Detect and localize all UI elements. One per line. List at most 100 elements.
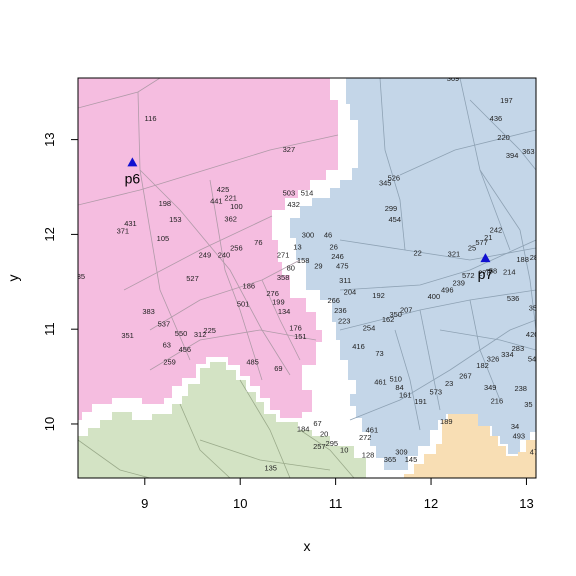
parcel-label: 197: [500, 96, 513, 105]
parcel-label: 276: [266, 289, 279, 298]
y-tick-label: 13: [42, 132, 57, 146]
parcel-label: 254: [363, 323, 376, 332]
parcel-label: 100: [230, 202, 243, 211]
parcel-label: 461: [374, 377, 387, 386]
parcel-label: 161: [399, 391, 412, 400]
parcel-label: 327: [283, 145, 296, 154]
points: p6 p7: [125, 157, 493, 282]
parcel-label: 493: [513, 431, 526, 440]
parcel-label: 236: [334, 306, 347, 315]
parcel-label: 299: [385, 204, 398, 213]
parcel-label: 537: [158, 319, 171, 328]
parcel-label: 191: [414, 397, 427, 406]
parcel-label: 239: [452, 279, 465, 288]
parcel-label: 34: [511, 422, 519, 431]
parcel-label: 135: [264, 464, 277, 473]
parcel-label: 312: [194, 330, 207, 339]
x-tick-label: 9: [141, 496, 148, 511]
parcel-label: 176: [289, 323, 302, 332]
parcel-label: 216: [491, 396, 504, 405]
parcel-label: 199: [272, 298, 285, 307]
parcel-label: 383: [142, 307, 155, 316]
parcel-label: 363: [522, 147, 535, 156]
parcel-label: 158: [297, 256, 310, 265]
parcel-label: 207: [400, 305, 413, 314]
point-label-p6: p6: [125, 170, 141, 186]
parcel-label: 349: [484, 383, 497, 392]
parcel-label: 84: [395, 383, 403, 392]
parcel-label: 26: [330, 243, 338, 252]
parcel-label: 162: [382, 315, 395, 324]
parcel-label: 256: [230, 244, 243, 253]
parcel-label: 371: [117, 227, 130, 236]
parcel-label: 295: [326, 439, 339, 448]
parcel-label: 550: [175, 329, 188, 338]
parcel-label: 246: [331, 252, 344, 261]
y-axis-title: y: [5, 275, 21, 282]
parcel-label: 321: [448, 249, 461, 258]
parcel-label: 351: [121, 331, 134, 340]
parcel-label: 536: [507, 294, 520, 303]
parcel-label: 300: [302, 230, 315, 239]
parcel-label: 225: [203, 326, 216, 335]
parcel-label: 365: [384, 455, 397, 464]
parcel-label: 425: [217, 185, 230, 194]
y-tick-label: 12: [42, 227, 57, 241]
parcel-label: 473: [530, 447, 543, 456]
parcel-label: 242: [490, 226, 503, 235]
parcel-label: 432: [287, 200, 300, 209]
parcel-label: 309: [395, 447, 408, 456]
parcel-label: 354: [529, 303, 542, 312]
parcel-label: 21: [484, 233, 492, 242]
parcel-label: 189: [440, 417, 453, 426]
parcel-label: 10: [340, 446, 348, 455]
parcel-label: 20: [320, 429, 328, 438]
parcel-label: 188: [516, 255, 529, 264]
parcel-label: 145: [405, 455, 418, 464]
parcel-label: 436: [490, 114, 503, 123]
parcel-label: 73: [375, 349, 383, 358]
parcel-label: 221: [224, 193, 237, 202]
parcel-label: 46: [324, 230, 332, 239]
parcel-label: 572: [462, 271, 475, 280]
parcel-label: 475: [336, 262, 349, 271]
parcel-label: 238: [514, 384, 527, 393]
y-axis: 10 11 12 13 y: [5, 132, 79, 431]
parcel-label: 441: [210, 196, 223, 205]
x-tick-label: 12: [424, 496, 438, 511]
parcel-label: 278: [478, 268, 491, 277]
parcel-label: 326: [487, 355, 500, 364]
parcel-boundaries-green: [78, 379, 355, 478]
parcel-label: 510: [389, 374, 402, 383]
parcel-label: 63: [163, 340, 171, 349]
parcel-label: 13: [293, 243, 301, 252]
parcel-label: 257: [313, 442, 326, 451]
region-blue: [290, 78, 536, 470]
parcel-label: 496: [441, 285, 454, 294]
parcel-label: 271: [277, 250, 290, 259]
parcel-label: 35: [77, 272, 85, 281]
parcel-label: 182: [476, 361, 489, 370]
parcel-label: 134: [278, 307, 291, 316]
parcel-label: 431: [124, 219, 137, 228]
parcel-label: 266: [327, 296, 340, 305]
parcel-label: 358: [277, 273, 290, 282]
parcel-label: 80: [287, 264, 295, 273]
parcel-label: 259: [163, 357, 176, 366]
parcel-label: 204: [344, 287, 357, 296]
parcel-label: 503: [283, 189, 296, 198]
x-axis: 9 10 11 12 13 x: [141, 477, 534, 554]
parcel-label: 105: [157, 234, 170, 243]
parcel-boundaries: [78, 78, 339, 381]
parcel-label: 485: [246, 357, 259, 366]
parcel-label: 153: [169, 215, 182, 224]
parcel-label: 23: [445, 379, 453, 388]
parcel-label: 58: [489, 266, 497, 275]
parcel-label: 514: [301, 189, 314, 198]
parcel-label: 527: [186, 274, 199, 283]
parcel-label: 573: [430, 388, 443, 397]
parcel-label: 214: [503, 267, 516, 276]
x-tick-label: 13: [519, 496, 533, 511]
